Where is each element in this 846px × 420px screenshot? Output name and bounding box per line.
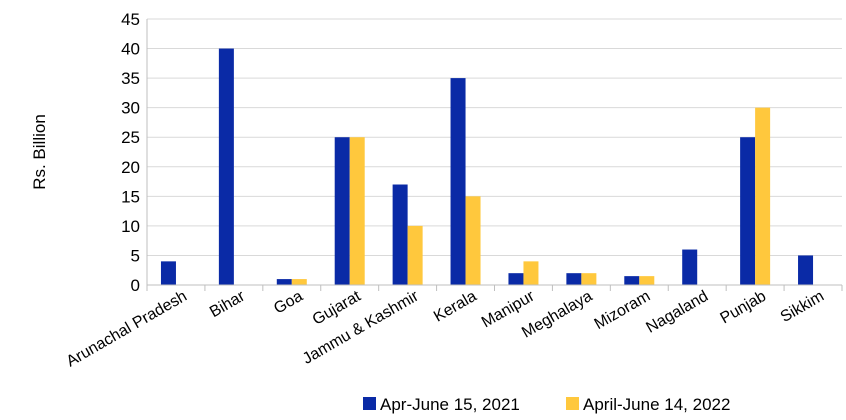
bar-series-1: [160, 261, 176, 285]
bar-series-1: [508, 273, 524, 285]
bar-series-2: [349, 137, 365, 285]
x-tick-label: Sikkim: [778, 288, 827, 326]
bar-series-1: [450, 78, 466, 285]
x-tick-label: Goa: [271, 288, 306, 318]
bar-series-1: [798, 255, 814, 285]
x-tick-label: Bihar: [207, 287, 248, 321]
bar-series-2: [581, 273, 597, 285]
y-tick-label: 40: [121, 40, 140, 59]
legend-swatch: [566, 397, 579, 410]
y-tick-labels: 0 5 10 15 20 25 30 35 40 45: [121, 10, 140, 295]
bar-series-1: [392, 184, 408, 285]
y-tick-label: 15: [121, 187, 140, 206]
y-tick-label: 10: [121, 217, 140, 236]
x-tick-label: Kerala: [431, 288, 480, 326]
bars: [160, 48, 814, 286]
bar-series-1: [218, 48, 234, 285]
y-axis-title: Rs. Billion: [30, 114, 49, 190]
bar-series-1: [740, 137, 756, 285]
x-tick-label: Punjab: [717, 288, 769, 328]
x-tick-label: Nagaland: [643, 288, 711, 337]
legend: Apr-June 15, 2021 April-June 14, 2022: [363, 395, 730, 414]
legend-label: April-June 14, 2022: [583, 395, 730, 414]
y-tick-label: 0: [131, 276, 140, 295]
bar-series-2: [407, 225, 423, 285]
y-tick-label: 45: [121, 10, 140, 29]
x-tick-label: Mizoram: [592, 288, 654, 333]
bar-series-2: [523, 261, 539, 285]
y-tick-label: 20: [121, 158, 140, 177]
bar-series-2: [755, 107, 771, 286]
x-tick-label: Arunachal Pradesh: [64, 288, 190, 371]
y-tick-label: 5: [131, 246, 140, 265]
bar-series-1: [624, 276, 640, 285]
bar-series-1: [566, 273, 582, 285]
bar-series-1: [682, 249, 698, 285]
bar-series-1: [276, 279, 292, 285]
bar-series-2: [465, 196, 481, 285]
y-tick-label: 30: [121, 99, 140, 118]
gridlines: [147, 18, 842, 256]
legend-swatch: [363, 397, 376, 410]
y-tick-label: 25: [121, 128, 140, 147]
bar-series-1: [334, 137, 350, 285]
bar-series-2: [639, 276, 655, 285]
axes: [146, 19, 843, 291]
legend-label: Apr-June 15, 2021: [380, 395, 520, 414]
y-tick-label: 35: [121, 69, 140, 88]
bar-series-2: [291, 279, 307, 285]
